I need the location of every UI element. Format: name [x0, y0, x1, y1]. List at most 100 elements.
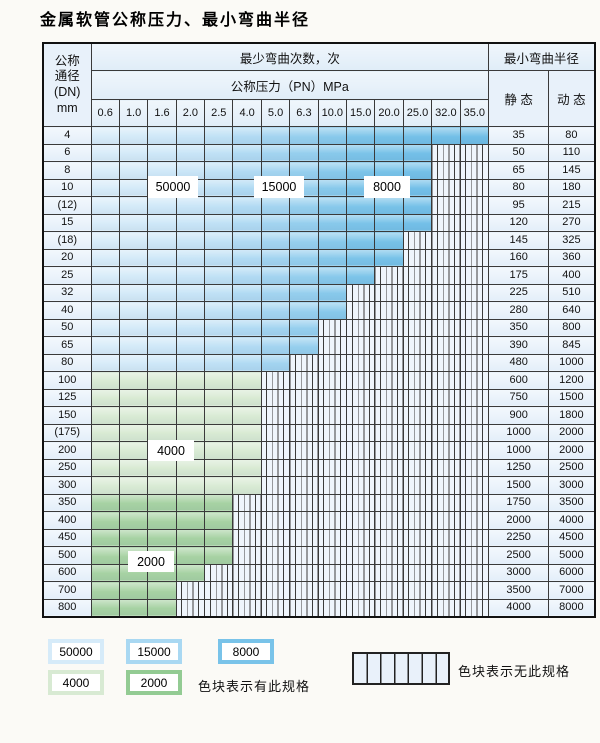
- bend-radius-header: 最小弯曲半径: [488, 42, 596, 71]
- static-value-cell: 120: [488, 213, 550, 232]
- no-spec-cell: [374, 458, 404, 477]
- dn-cell: 6: [42, 143, 92, 162]
- dn-cell: 100: [42, 371, 92, 390]
- no-spec-cell: [431, 283, 461, 302]
- no-spec-cell: [459, 493, 490, 512]
- no-spec-cell: [374, 493, 404, 512]
- no-spec-cell: [459, 301, 490, 320]
- spec-cell: [90, 161, 120, 180]
- dynamic-value-cell: 800: [548, 318, 596, 337]
- no-spec-cell: [317, 546, 348, 565]
- no-spec-cell: [374, 511, 404, 530]
- no-spec-cell: [431, 388, 461, 407]
- spec-cell: [175, 213, 206, 232]
- spec-cell: [175, 143, 206, 162]
- spec-cell: [175, 406, 206, 425]
- no-spec-cell: [346, 423, 376, 442]
- spec-cell: [204, 388, 234, 407]
- dynamic-value-cell: 1000: [548, 353, 596, 372]
- dn-header-line-0: 公称: [54, 53, 80, 68]
- no-spec-cell: [289, 493, 319, 512]
- table-row-dn-32: 32 225 510: [42, 283, 596, 302]
- legend-no-spec-swatch: [352, 652, 450, 685]
- spec-cell: [175, 318, 206, 337]
- no-spec-cell: [346, 336, 376, 355]
- no-spec-cell: [402, 231, 433, 250]
- spec-cell: [402, 213, 433, 232]
- no-spec-cell: [459, 598, 490, 617]
- static-value-cell: 1500: [488, 476, 550, 495]
- no-spec-cell: [402, 353, 433, 372]
- spec-cell: [90, 546, 120, 565]
- spec-cell: [175, 458, 206, 477]
- spec-cell: [317, 283, 348, 302]
- spec-cell: [118, 423, 149, 442]
- pressure-col-1.0: 1.0: [118, 99, 149, 127]
- spec-cell: [90, 143, 120, 162]
- no-spec-cell: [317, 441, 348, 460]
- dn-header-line-1: 通径: [54, 69, 80, 84]
- dynamic-value-cell: 80: [548, 126, 596, 145]
- no-spec-cell: [317, 336, 348, 355]
- spec-cell: [118, 301, 149, 320]
- no-spec-cell: [317, 511, 348, 530]
- no-spec-cell: [317, 598, 348, 617]
- spec-cell: [147, 266, 177, 285]
- spec-cell: [118, 371, 149, 390]
- dn-cell: (12): [42, 196, 92, 215]
- spec-cell: [346, 248, 376, 267]
- no-spec-cell: [374, 423, 404, 442]
- spec-cell: [118, 441, 149, 460]
- dynamic-header: 动 态: [548, 70, 596, 127]
- table-row-dn-400: 400 2000 4000: [42, 511, 596, 530]
- no-spec-cell: [374, 563, 404, 582]
- static-value-cell: 750: [488, 388, 550, 407]
- legend-box-8000: 8000: [218, 639, 274, 664]
- spec-cell: [175, 266, 206, 285]
- no-spec-cell: [346, 283, 376, 302]
- no-spec-cell: [289, 598, 319, 617]
- no-spec-cell: [289, 511, 319, 530]
- spec-cell: [147, 336, 177, 355]
- no-spec-cell: [374, 406, 404, 425]
- spec-cell: [289, 248, 319, 267]
- spec-cell: [147, 231, 177, 250]
- spec-cell: [204, 143, 234, 162]
- pressure-col-32.0: 32.0: [431, 99, 461, 127]
- no-spec-cell: [289, 476, 319, 495]
- spec-cell: [90, 423, 120, 442]
- spec-cell: [175, 423, 206, 442]
- no-spec-cell: [431, 178, 461, 197]
- dynamic-value-cell: 325: [548, 231, 596, 250]
- spec-cell: [147, 371, 177, 390]
- spec-cell: [147, 406, 177, 425]
- no-spec-cell: [431, 161, 461, 180]
- dn-cell: 65: [42, 336, 92, 355]
- no-spec-cell: [260, 371, 291, 390]
- no-spec-cell: [346, 406, 376, 425]
- spec-cell: [147, 213, 177, 232]
- table-row-dn-4: 4 35 80: [42, 126, 596, 145]
- spec-cell: [90, 318, 120, 337]
- no-spec-cell: [431, 318, 461, 337]
- dynamic-value-cell: 1500: [548, 388, 596, 407]
- dn-cell: 250: [42, 458, 92, 477]
- dynamic-value-cell: 4500: [548, 528, 596, 547]
- no-spec-cell: [317, 493, 348, 512]
- spec-cell: [204, 161, 234, 180]
- static-value-cell: 480: [488, 353, 550, 372]
- static-value-cell: 4000: [488, 598, 550, 617]
- table-row-dn-(175): (175) 1000 2000: [42, 423, 596, 442]
- spec-cell: [317, 213, 348, 232]
- no-spec-cell: [289, 458, 319, 477]
- no-spec-cell: [459, 563, 490, 582]
- spec-cell: [232, 441, 262, 460]
- spec-cell: [232, 231, 262, 250]
- no-spec-cell: [260, 581, 291, 600]
- spec-cell: [402, 161, 433, 180]
- no-spec-cell: [317, 458, 348, 477]
- dn-cell: 800: [42, 598, 92, 617]
- spec-cell: [90, 301, 120, 320]
- spec-cell: [147, 528, 177, 547]
- static-value-cell: 2000: [488, 511, 550, 530]
